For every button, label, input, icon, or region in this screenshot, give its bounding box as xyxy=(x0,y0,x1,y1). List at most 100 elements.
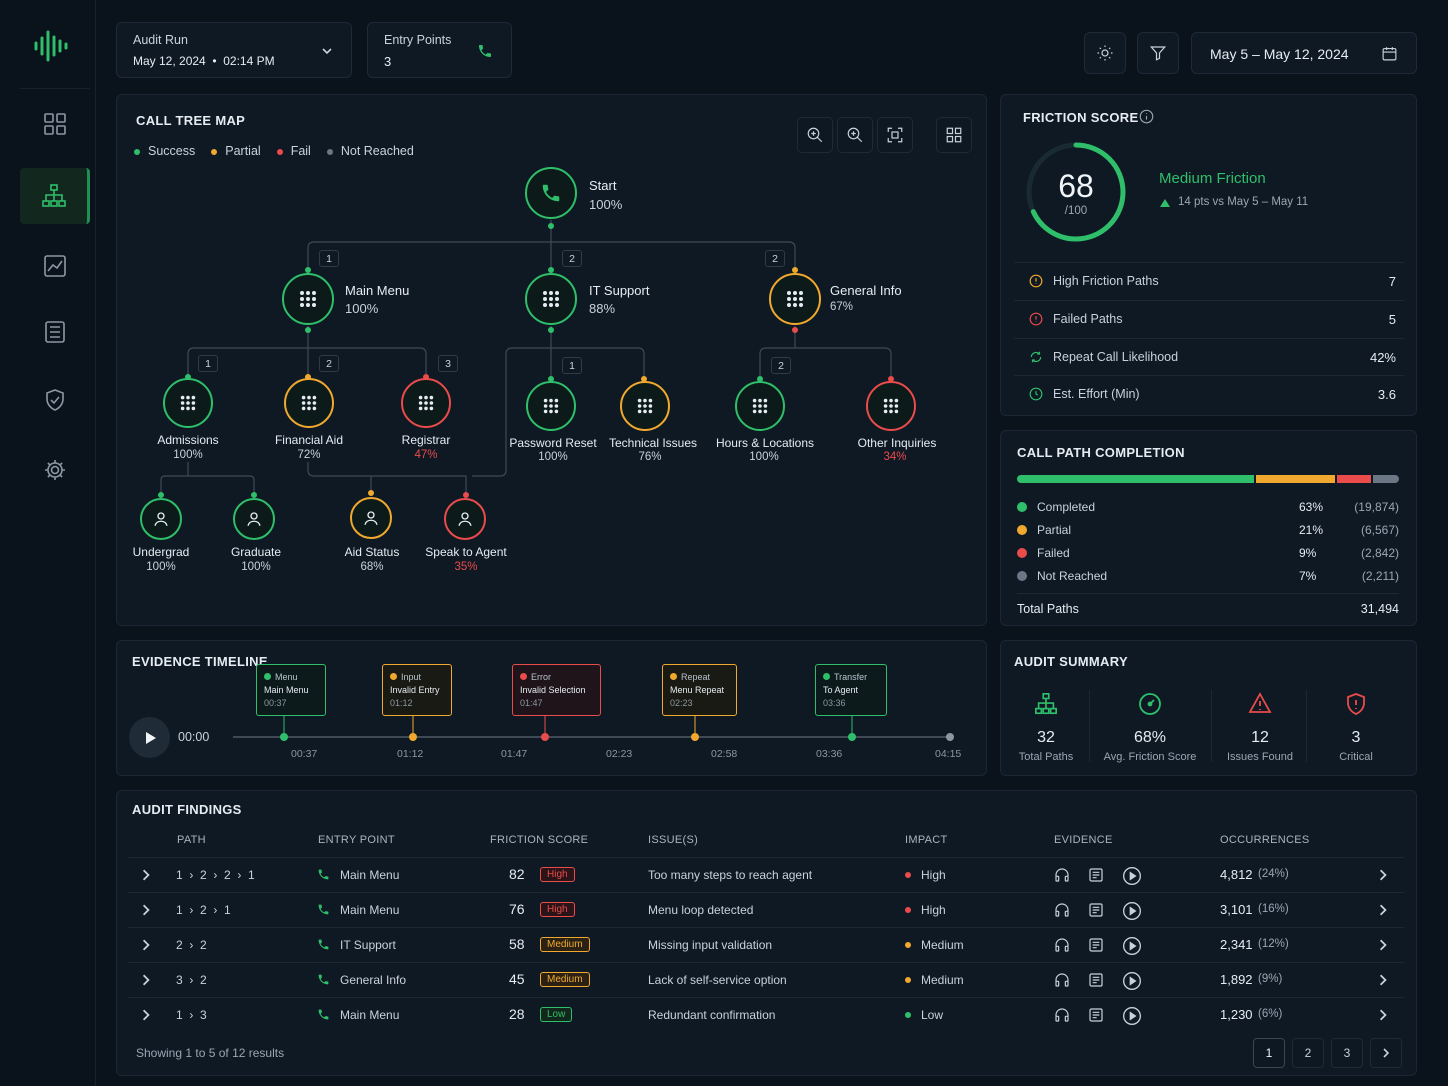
transcript-icon[interactable] xyxy=(1088,867,1104,883)
keypad-icon xyxy=(637,398,653,414)
node-label: IT Support xyxy=(589,283,650,298)
chevron-right-icon[interactable] xyxy=(1377,1009,1389,1021)
headphones-icon[interactable] xyxy=(1054,902,1070,918)
timeline-track[interactable] xyxy=(233,736,951,738)
nav-settings[interactable] xyxy=(20,442,90,498)
play-circle-icon[interactable] xyxy=(1122,1006,1142,1026)
play-circle-icon[interactable] xyxy=(1122,866,1142,886)
date-range-picker[interactable]: May 5 – May 12, 2024 xyxy=(1191,32,1417,74)
repeat-icon xyxy=(1030,351,1042,363)
node-label: Hours & Locations xyxy=(715,436,815,450)
row-entry: Main Menu xyxy=(340,1008,400,1022)
zoom-in-button[interactable] xyxy=(797,117,833,153)
event-menu[interactable]: Menu Main Menu 00:37 xyxy=(256,664,326,716)
headphones-icon[interactable] xyxy=(1054,867,1070,883)
col-impact: IMPACT xyxy=(905,834,948,846)
friction-gauge xyxy=(1026,142,1126,242)
play-circle-icon[interactable] xyxy=(1122,936,1142,956)
tag-password-reset: 1 xyxy=(562,357,582,374)
play-button[interactable] xyxy=(129,717,170,758)
chevron-right-icon[interactable] xyxy=(140,1009,152,1021)
calendar-icon xyxy=(1382,47,1397,61)
transcript-icon[interactable] xyxy=(1088,937,1104,953)
tag-general-info: 2 xyxy=(765,250,785,267)
chevron-right-icon[interactable] xyxy=(140,939,152,951)
next-page-button[interactable] xyxy=(1370,1038,1402,1068)
findings-title: AUDIT FINDINGS xyxy=(132,802,242,817)
page-1-button[interactable]: 1 xyxy=(1253,1038,1285,1068)
grid-icon xyxy=(946,127,962,143)
tick-label: 03:36 xyxy=(816,748,843,760)
page-3-button[interactable]: 3 xyxy=(1331,1038,1363,1068)
event-transfer[interactable]: Transfer To Agent 03:36 xyxy=(815,664,887,716)
row-occurrences-pct: (6%) xyxy=(1258,1008,1283,1020)
headphones-icon[interactable] xyxy=(1054,1007,1070,1023)
event-repeat[interactable]: Repeat Menu Repeat 02:23 xyxy=(662,664,737,716)
friction-level: Medium Friction xyxy=(1159,170,1266,187)
audit-run-selector[interactable]: Audit Run May 12, 2024 • 02:14 PM xyxy=(116,22,352,78)
row-score: 76 xyxy=(509,901,525,917)
table-row[interactable]: 1 › 2 › 1 Main Menu 76 High Menu loop de… xyxy=(128,892,1404,927)
transcript-icon[interactable] xyxy=(1088,972,1104,988)
chevron-right-icon[interactable] xyxy=(1377,869,1389,881)
row-level-badge: High xyxy=(540,867,575,882)
row-entry: Main Menu xyxy=(340,903,400,917)
chevron-right-icon[interactable] xyxy=(1377,939,1389,951)
nav-call-tree[interactable] xyxy=(20,168,90,224)
theme-toggle-button[interactable] xyxy=(1084,32,1126,74)
phone-icon xyxy=(479,45,491,57)
summary-total-paths: 32 Total Paths xyxy=(1010,692,1082,763)
alert-circle-icon xyxy=(1029,274,1043,288)
chevron-right-icon[interactable] xyxy=(140,869,152,881)
transcript-icon[interactable] xyxy=(1088,1007,1104,1023)
filter-button[interactable] xyxy=(1137,32,1179,74)
nav-security[interactable] xyxy=(20,372,90,428)
impact-dot xyxy=(905,1012,911,1018)
findings-panel xyxy=(116,790,1417,1076)
person-icon xyxy=(458,512,472,526)
headphones-icon[interactable] xyxy=(1054,972,1070,988)
summary-panel xyxy=(1000,640,1417,776)
tick-label: 02:58 xyxy=(711,748,738,760)
play-circle-icon[interactable] xyxy=(1122,901,1142,921)
chevron-right-icon[interactable] xyxy=(1377,904,1389,916)
table-row[interactable]: 1 › 2 › 2 › 1 Main Menu 82 High Too many… xyxy=(128,857,1404,892)
node-pct: 88% xyxy=(589,301,616,316)
tick-label: 00:37 xyxy=(291,748,318,760)
timeline-title: EVIDENCE TIMELINE xyxy=(132,654,268,669)
zoom-out-button[interactable] xyxy=(837,117,873,153)
page-2-button[interactable]: 2 xyxy=(1292,1038,1324,1068)
hierarchy-icon xyxy=(1035,693,1057,715)
col-entry-point: ENTRY POINT xyxy=(318,834,395,846)
tag-admissions: 1 xyxy=(198,355,218,372)
play-circle-icon[interactable] xyxy=(1122,971,1142,991)
nav-dashboard[interactable] xyxy=(20,96,90,152)
fit-screen-button[interactable] xyxy=(877,117,913,153)
nav-analytics[interactable] xyxy=(20,238,90,294)
hierarchy-icon xyxy=(41,184,66,207)
node-label: Undergrad xyxy=(132,545,190,559)
table-row[interactable]: 1 › 3 Main Menu 28 Low Redundant confirm… xyxy=(128,997,1404,1032)
headphones-icon[interactable] xyxy=(1054,937,1070,953)
nav-reports[interactable] xyxy=(20,304,90,360)
table-row[interactable]: 2 › 2 IT Support 58 Medium Missing input… xyxy=(128,927,1404,962)
audio-wave-logo-icon xyxy=(34,30,68,62)
chevron-right-icon[interactable] xyxy=(1377,974,1389,986)
impact-dot xyxy=(905,872,911,878)
impact-dot xyxy=(905,942,911,948)
event-error[interactable]: Error Invalid Selection 01:47 xyxy=(512,664,601,716)
keypad-icon xyxy=(543,291,559,307)
info-icon[interactable] xyxy=(1139,109,1154,124)
person-icon xyxy=(154,512,168,526)
chevron-right-icon[interactable] xyxy=(140,974,152,986)
tag-hours-locations: 2 xyxy=(771,357,791,374)
layout-grid-button[interactable] xyxy=(936,117,972,153)
event-input[interactable]: Input Invalid Entry 01:12 xyxy=(382,664,452,716)
row-occurrences: 4,812 xyxy=(1220,867,1253,882)
tag-it-support: 2 xyxy=(562,250,582,267)
chevron-right-icon[interactable] xyxy=(140,904,152,916)
transcript-icon[interactable] xyxy=(1088,902,1104,918)
row-path: 2 › 2 xyxy=(176,938,207,952)
table-row[interactable]: 3 › 2 General Info 45 Medium Lack of sel… xyxy=(128,962,1404,997)
row-issue: Menu loop detected xyxy=(648,903,754,917)
